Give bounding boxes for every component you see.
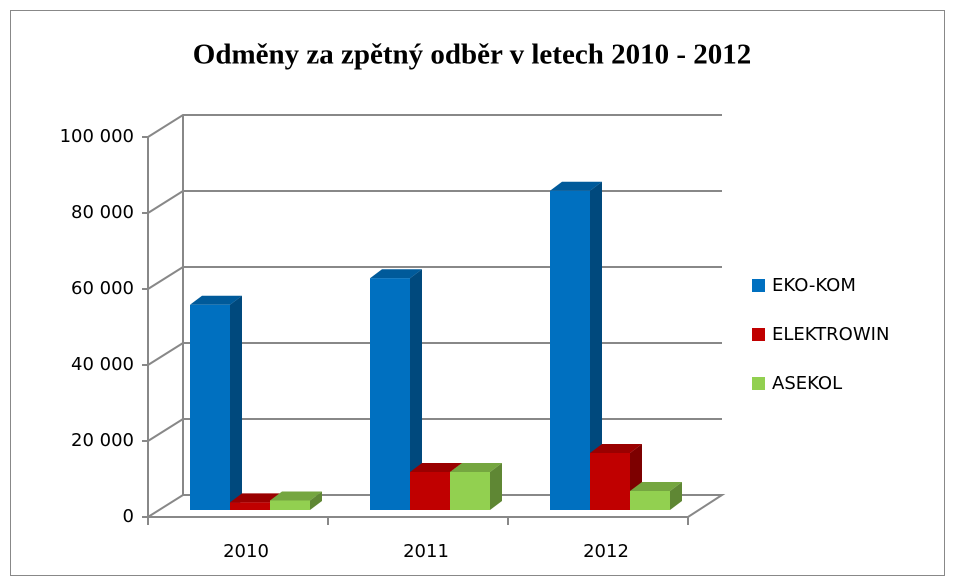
legend-label: ELEKTROWIN: [772, 324, 889, 345]
legend-label: ASEKOL: [772, 373, 842, 394]
grid-line: [147, 190, 722, 214]
y-tick-label: 0: [123, 506, 134, 527]
bar: [410, 472, 450, 510]
bar: [590, 453, 630, 510]
bar-top: [230, 493, 282, 503]
legend-swatch: [752, 279, 765, 292]
bar: [230, 502, 270, 510]
y-tick-label: 60 000: [71, 278, 134, 299]
x-tick-label: 2011: [403, 541, 449, 562]
bar: [370, 278, 410, 510]
legend-swatch: [752, 328, 765, 341]
bar-top: [190, 295, 242, 305]
bar-top: [550, 181, 602, 191]
grid-line: [147, 418, 722, 442]
y-tick-label: 20 000: [71, 430, 134, 451]
y-tick-label: 40 000: [71, 354, 134, 375]
y-tick-label: 100 000: [60, 126, 134, 147]
bar-side: [410, 269, 422, 510]
bar: [190, 304, 230, 510]
x-tick-label: 2012: [583, 541, 629, 562]
grid-line: [147, 266, 722, 290]
chart-title: Odměny za zpětný odběr v letech 2010 - 2…: [193, 39, 751, 71]
legend-label: EKO-KOM: [772, 275, 856, 296]
bar-side: [590, 181, 602, 511]
bar-side: [670, 482, 682, 510]
bar-top: [270, 491, 322, 501]
bar: [550, 190, 590, 511]
x-tick-label: 2010: [223, 541, 269, 562]
bar-top: [450, 463, 502, 472]
bar-top: [410, 463, 462, 472]
y-tick-label: 80 000: [71, 202, 134, 223]
grid-line: [147, 114, 722, 138]
bar-top: [590, 444, 642, 453]
grid-line: [147, 342, 722, 366]
legend-swatch: [752, 377, 765, 390]
bar-side: [490, 463, 502, 510]
bar-top: [370, 269, 422, 279]
bar-top: [630, 482, 682, 491]
bar-side: [310, 491, 322, 510]
bar: [450, 472, 490, 510]
bar: [270, 500, 310, 510]
bar-side: [230, 295, 242, 510]
bar: [630, 491, 670, 510]
